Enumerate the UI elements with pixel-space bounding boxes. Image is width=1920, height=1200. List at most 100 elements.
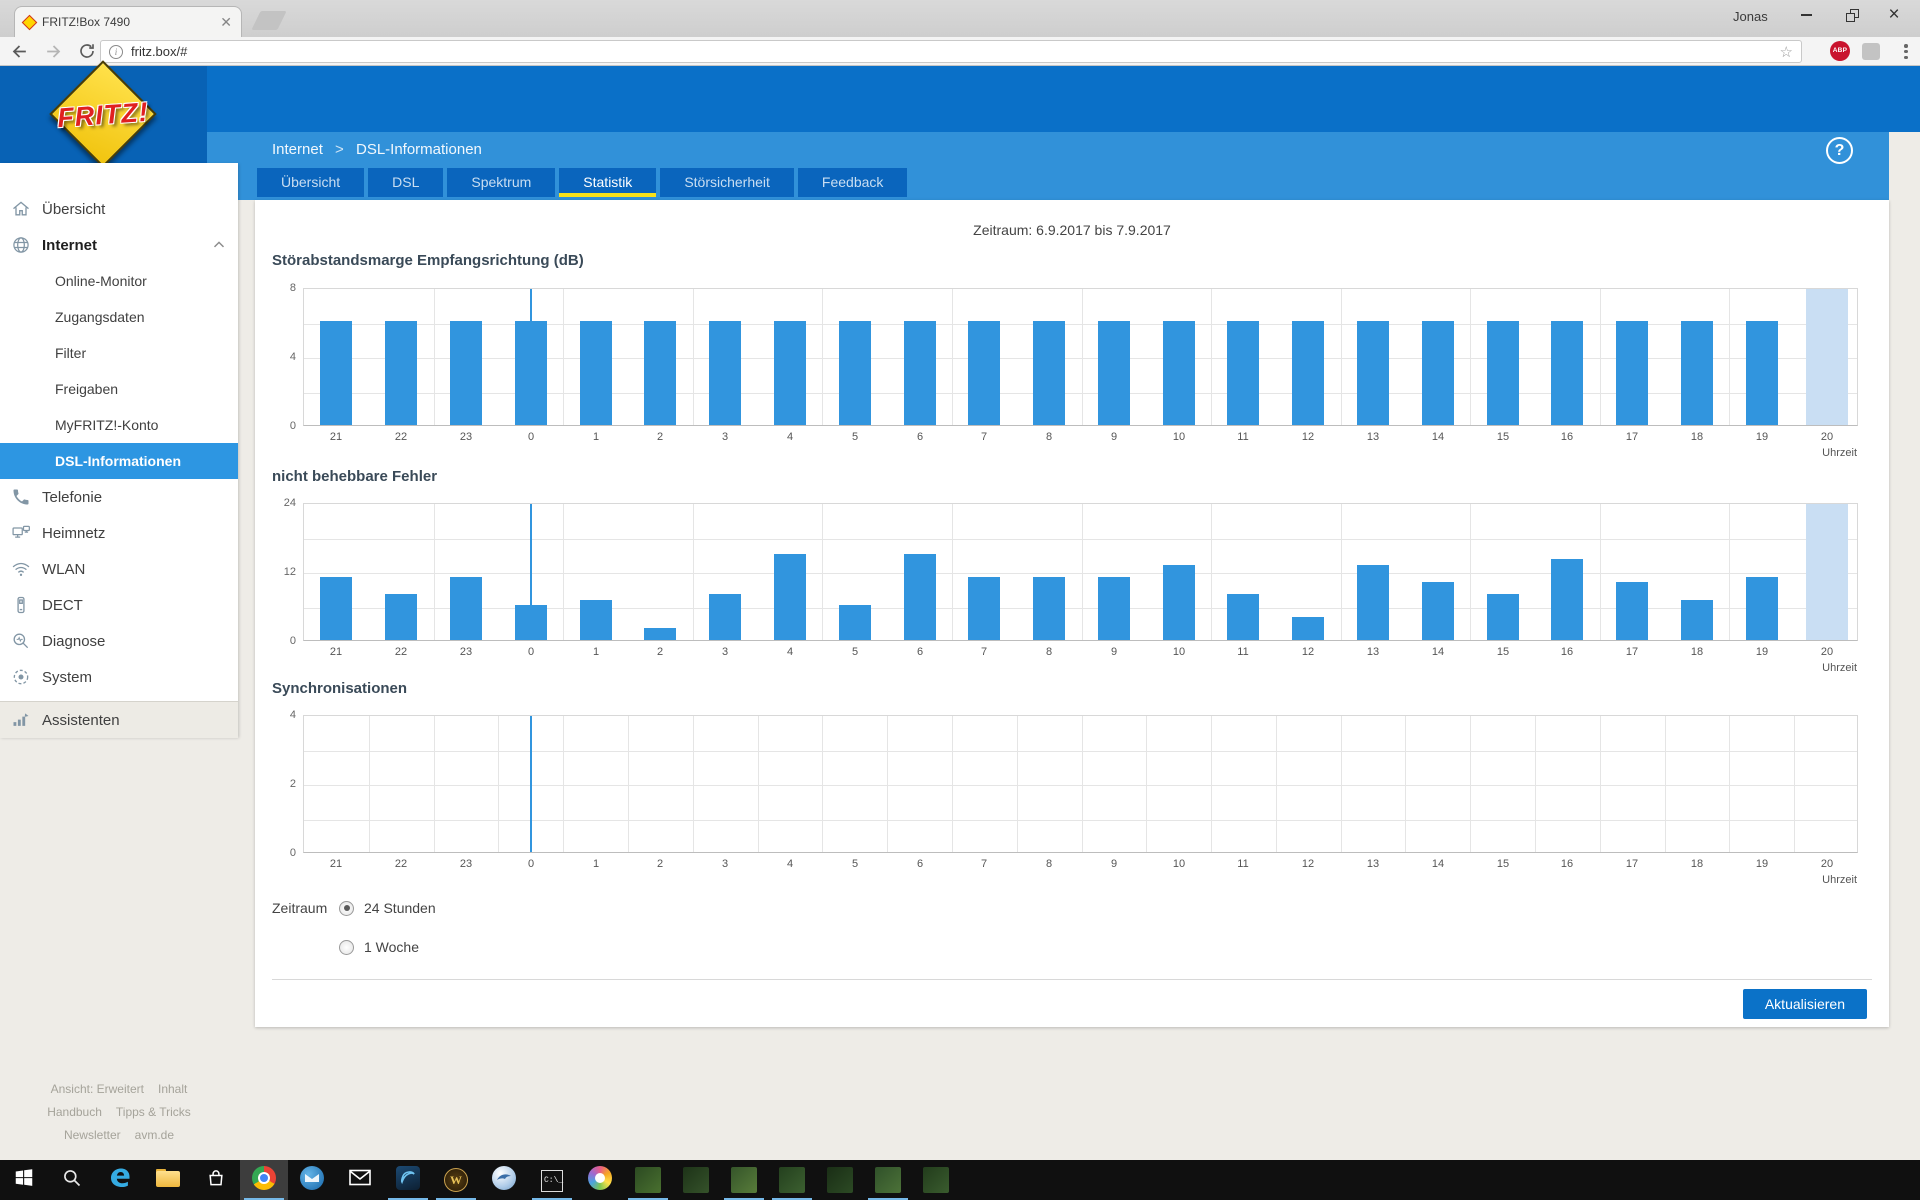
tab-dsl[interactable]: DSL [368, 168, 444, 197]
browser-profile-name[interactable]: Jonas [1733, 9, 1768, 24]
breadcrumb-section[interactable]: Internet [272, 141, 323, 158]
taskbar-app-thumb-7[interactable] [912, 1160, 960, 1200]
taskbar-cmd[interactable]: C:\_ [528, 1160, 576, 1200]
refresh-button[interactable]: Aktualisieren [1742, 989, 1867, 1019]
bar-hour-2 [644, 321, 676, 425]
v-gridline [1794, 716, 1795, 852]
window-minimize-button[interactable] [1786, 0, 1826, 30]
taskbar-edge[interactable] [96, 1160, 144, 1200]
v-gridline [1470, 504, 1471, 640]
x-axis-label: 2 [656, 646, 664, 658]
assistants-icon [11, 710, 31, 730]
x-axis-label: 11 [1237, 858, 1249, 870]
tab-feedback[interactable]: Feedback [797, 168, 908, 197]
url-text[interactable]: fritz.box/# [131, 44, 188, 59]
y-axis-label: 0 [289, 420, 296, 432]
footer-link-avm-de[interactable]: avm.de [134, 1128, 175, 1142]
sidebar-item-online-monitor[interactable]: Online-Monitor [0, 263, 238, 299]
taskbar-search[interactable] [48, 1160, 96, 1200]
taskbar-chrome[interactable] [240, 1160, 288, 1200]
period-option-1-woche[interactable]: 1 Woche [339, 937, 419, 957]
footer-link-tipps-tricks[interactable]: Tipps & Tricks [115, 1105, 191, 1119]
sidebar-item-heimnetz[interactable]: Heimnetz [0, 515, 238, 551]
x-axis-label: 22 [394, 646, 408, 658]
taskbar-start[interactable] [0, 1160, 48, 1200]
brand-logo-block[interactable]: FRITZ! [0, 60, 207, 168]
chrome-icon [252, 1165, 276, 1195]
taskbar-app-thumb-2[interactable] [672, 1160, 720, 1200]
pdf-extension-icon[interactable] [1862, 43, 1880, 60]
x-axis-label: 9 [1110, 858, 1118, 870]
sidebar-item-myfritz-konto[interactable]: MyFRITZ!-Konto [0, 407, 238, 443]
x-axis-label: 23 [459, 646, 473, 658]
sidebar-item-filter[interactable]: Filter [0, 335, 238, 371]
sidebar-item-label: Diagnose [42, 632, 106, 650]
page-info-icon[interactable]: i [109, 44, 123, 59]
v-gridline [1017, 716, 1018, 852]
help-icon[interactable]: ? [1826, 137, 1853, 164]
v-gridline [563, 289, 564, 425]
footer-link-newsletter[interactable]: Newsletter [63, 1128, 121, 1142]
x-axis-label: 12 [1301, 646, 1315, 658]
taskbar-app-thumb-4[interactable] [768, 1160, 816, 1200]
bar-hour-7 [968, 321, 1000, 425]
footer-link-handbuch[interactable]: Handbuch [47, 1105, 102, 1119]
taskbar-thunderbird[interactable] [288, 1160, 336, 1200]
x-axis-label: 22 [394, 858, 408, 870]
tab-bersicht[interactable]: Übersicht [257, 168, 365, 197]
forward-icon[interactable] [44, 42, 64, 62]
wifi-icon [11, 559, 31, 579]
taskbar-app-thumb-6[interactable] [864, 1160, 912, 1200]
tab-close-icon[interactable]: ✕ [220, 14, 232, 30]
radio-button[interactable] [339, 939, 354, 955]
taskbar-krita[interactable] [576, 1160, 624, 1200]
wow-icon: W [444, 1168, 468, 1192]
taskbar-mail[interactable] [336, 1160, 384, 1200]
taskbar-wow[interactable]: W [432, 1160, 480, 1200]
bar-hour-6 [904, 321, 936, 425]
radio-button[interactable] [339, 900, 354, 916]
period-option-24-stunden[interactable]: 24 Stunden [339, 898, 436, 918]
sidebar-item-bersicht[interactable]: Übersicht [0, 191, 238, 227]
tab-statistik[interactable]: Statistik [559, 168, 657, 197]
adblock-extension-icon[interactable]: ABP [1830, 41, 1850, 61]
sidebar-item-assistenten[interactable]: Assistenten [0, 701, 238, 738]
v-gridline [693, 289, 694, 425]
taskbar-app-thumb-5[interactable] [816, 1160, 864, 1200]
tab-st-rsicherheit[interactable]: Störsicherheit [660, 168, 794, 197]
x-axis-label: 8 [1045, 646, 1053, 658]
taskbar-app-thumb-3[interactable] [720, 1160, 768, 1200]
footer-link-ansicht-erweitert[interactable]: Ansicht: Erweitert [50, 1082, 144, 1096]
sidebar-item-telefonie[interactable]: Telefonie [0, 479, 238, 515]
window-close-button[interactable]: × [1888, 4, 1900, 25]
sidebar-item-zugangsdaten[interactable]: Zugangsdaten [0, 299, 238, 335]
window-restore-button[interactable] [1832, 0, 1872, 30]
sidebar-item-system[interactable]: System [0, 659, 238, 695]
breadcrumb-page: DSL-Informationen [355, 141, 482, 158]
back-icon[interactable] [10, 42, 30, 62]
bookmark-star-icon[interactable]: ☆ [1779, 43, 1793, 61]
sidebar-item-dsl-informationen[interactable]: DSL-Informationen [0, 443, 238, 479]
browser-menu-icon[interactable] [1899, 42, 1913, 62]
sidebar-item-wlan[interactable]: WLAN [0, 551, 238, 587]
taskbar-dolphin[interactable] [480, 1160, 528, 1200]
bar-hour-4 [774, 554, 806, 640]
browser-tab[interactable]: FRITZ!Box 7490 ✕ [14, 6, 242, 37]
x-axis-label: 2 [656, 858, 664, 870]
url-bar[interactable]: i fritz.box/# ☆ [100, 40, 1802, 63]
new-tab-button[interactable] [251, 11, 287, 30]
taskbar-explorer[interactable] [144, 1160, 192, 1200]
tab-spektrum[interactable]: Spektrum [447, 168, 556, 197]
footer-link-inhalt[interactable]: Inhalt [158, 1082, 188, 1096]
sidebar-item-dect[interactable]: DECT [0, 587, 238, 623]
sidebar-item-internet[interactable]: Internet [0, 227, 238, 263]
taskbar-app-thumb-1[interactable] [624, 1160, 672, 1200]
footer-row: Handbuch Tipps & Tricks [0, 1101, 238, 1124]
taskbar-store[interactable] [192, 1160, 240, 1200]
sidebar-item-diagnose[interactable]: Diagnose [0, 623, 238, 659]
reload-icon[interactable] [78, 42, 98, 62]
sidebar-item-label: MyFRITZ!-Konto [55, 417, 159, 433]
browser-toolbar: i fritz.box/# ☆ ABP [0, 37, 1920, 66]
sidebar-item-freigaben[interactable]: Freigaben [0, 371, 238, 407]
taskbar-battlenet[interactable] [384, 1160, 432, 1200]
